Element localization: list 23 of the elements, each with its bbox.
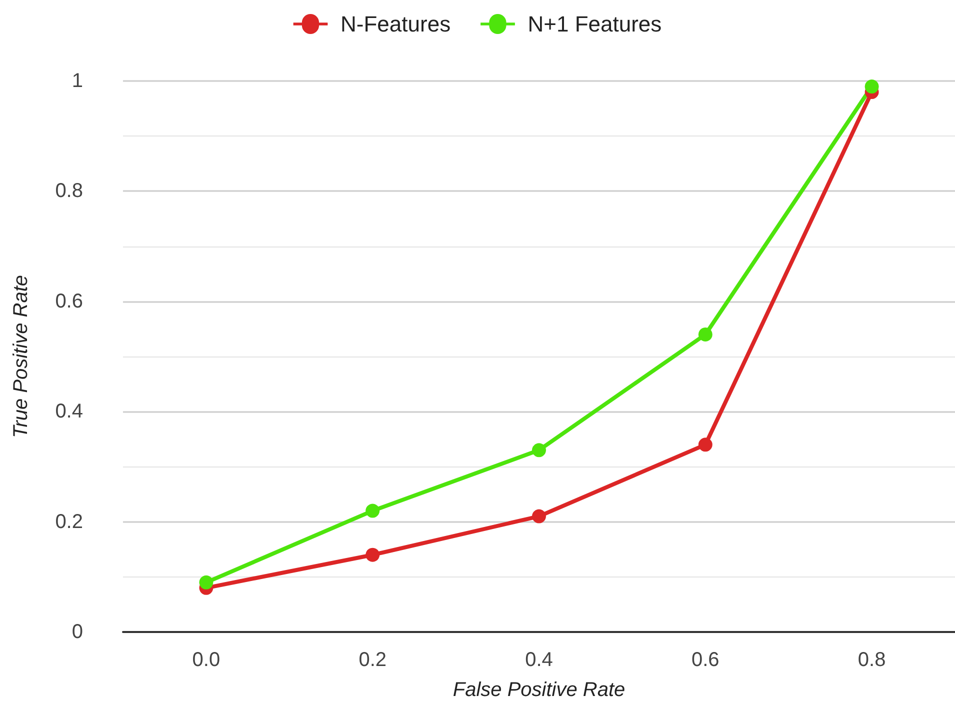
point — [366, 504, 380, 518]
x-tick-label: 0.6 — [691, 649, 720, 671]
y-tick-label: 1 — [72, 70, 83, 92]
y-axis-title: True Positive Rate — [10, 274, 32, 438]
point — [698, 327, 712, 342]
y-tick-label: 0.6 — [55, 290, 83, 312]
y-tick-label: 0.8 — [55, 180, 83, 202]
x-tick-label: 0.0 — [192, 649, 220, 671]
point — [532, 509, 546, 524]
legend-label: N-Features — [340, 12, 451, 36]
point — [864, 80, 879, 94]
point — [199, 575, 214, 590]
x-tick-label: 0.2 — [358, 649, 387, 671]
point — [698, 438, 712, 452]
legend-label: N+1 Features — [528, 12, 662, 36]
point — [366, 548, 380, 562]
x-tick-label: 0.8 — [858, 649, 886, 671]
x-tick-label: 0.4 — [525, 649, 553, 671]
point — [532, 443, 546, 458]
x-axis-title: False Positive Rate — [452, 679, 626, 701]
y-tick-label: 0 — [72, 621, 83, 643]
y-tick-label: 0.2 — [55, 510, 83, 533]
y-tick-label: 0.4 — [55, 400, 83, 423]
